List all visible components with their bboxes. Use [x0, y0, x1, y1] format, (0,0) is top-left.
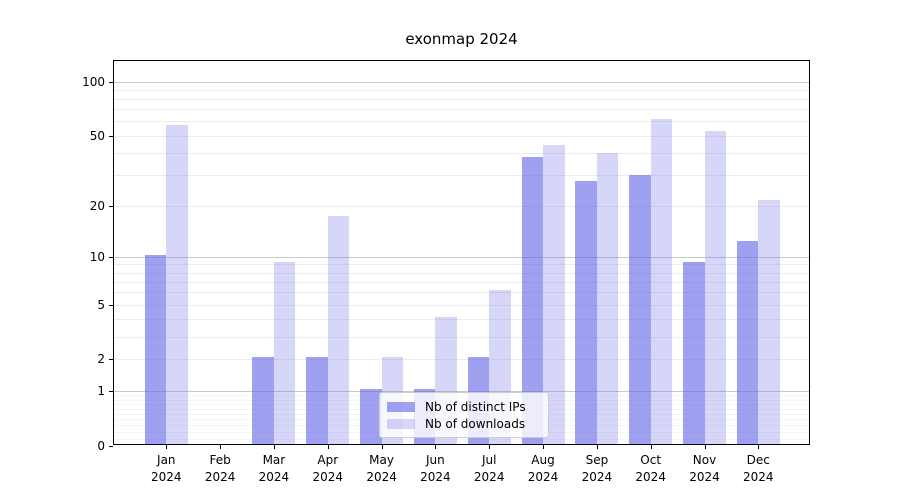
x-tick-mark	[381, 445, 383, 449]
bar-distinct-ips	[306, 357, 328, 444]
y-tick-mark	[109, 81, 113, 83]
gridline-minor	[114, 359, 809, 361]
gridline-minor	[114, 336, 809, 338]
bar-downloads	[758, 199, 780, 444]
x-tick-mark	[327, 445, 329, 449]
legend-swatch-downloads	[387, 418, 415, 429]
x-tick-label: Nov 2024	[689, 453, 720, 484]
y-tick-label: 20	[89, 198, 105, 213]
x-tick-mark	[704, 445, 706, 449]
y-tick-mark	[109, 304, 113, 306]
gridline-minor	[114, 89, 809, 91]
x-tick-mark	[489, 445, 491, 449]
plot-area: 100 50 20 10 5 2 1 0 Jan 2024 Feb 2024 Mar 2024 Apr 20…	[82, 60, 810, 484]
gridline-major	[114, 391, 809, 393]
bar-downloads	[596, 152, 619, 444]
gridline-minor	[114, 121, 809, 123]
legend-row-distinct-ips: Nb of distinct IPs	[387, 399, 540, 414]
legend-label-distinct-ips: Nb of distinct IPs	[425, 399, 526, 414]
x-tick-label: Mar 2024	[258, 453, 290, 484]
y-tick-mark	[109, 256, 113, 258]
gridline-minor	[114, 292, 809, 294]
gridline-minor	[114, 205, 809, 207]
x-tick-mark	[543, 445, 544, 449]
x-tick-label: Feb 2024	[204, 453, 236, 484]
y-tick-mark	[109, 205, 113, 207]
gridline-subminor	[114, 438, 809, 440]
legend-label-downloads: Nb of downloads	[425, 416, 526, 431]
chart-title: exonmap 2024	[405, 30, 518, 48]
gridline-major	[114, 256, 809, 258]
bar-distinct-ips	[683, 262, 705, 444]
y-tick-mark	[109, 391, 113, 393]
bar-downloads	[704, 130, 726, 444]
gridline-major	[114, 81, 809, 83]
bar-downloads	[166, 124, 188, 444]
gridline-minor	[114, 281, 809, 283]
y-tick-mark	[109, 359, 113, 361]
x-tick-label: Jan 2024	[151, 453, 182, 484]
bar-downloads	[327, 215, 350, 444]
gridline-minor	[114, 174, 809, 176]
x-tick-label: May 2024	[366, 453, 397, 484]
bar-downloads	[650, 119, 673, 444]
gridline-minor	[114, 264, 809, 266]
y-tick-label: 10	[89, 249, 105, 264]
y-tick-label: 5	[97, 297, 105, 312]
x-tick-mark	[220, 445, 222, 449]
bar-distinct-ips	[629, 175, 651, 444]
y-tick-label: 2	[97, 352, 105, 367]
gridline-minor	[114, 152, 809, 154]
x-tick-mark	[166, 445, 168, 449]
bar-distinct-ips	[575, 180, 597, 444]
x-tick-label: Jun 2024	[420, 453, 451, 484]
x-tick-label: Sep 2024	[581, 453, 613, 484]
legend-row-downloads: Nb of downloads	[387, 416, 540, 431]
gridline-minor	[114, 135, 809, 137]
y-tick-label: 100	[82, 74, 105, 89]
y-tick-label: 1	[97, 384, 105, 399]
x-tick-label: Jul 2024	[473, 453, 505, 484]
x-tick-mark	[273, 445, 275, 449]
x-tick-mark	[435, 445, 437, 449]
gridline-minor	[114, 109, 809, 111]
y-tick-mark	[109, 446, 113, 447]
x-tick-mark	[596, 445, 598, 449]
legend-swatch-distinct-ips	[387, 401, 415, 412]
legend: Nb of distinct IPs Nb of downloads	[379, 392, 549, 438]
x-tick-label: Apr 2024	[312, 453, 344, 484]
gridline-minor	[114, 304, 809, 306]
x-tick-label: Dec 2024	[743, 453, 774, 484]
gridline-minor	[114, 99, 809, 100]
gridline-minor	[114, 318, 809, 320]
gridline-minor	[114, 272, 809, 274]
x-tick-mark	[650, 445, 652, 449]
y-tick-mark	[109, 135, 113, 137]
y-tick-label: 0	[97, 439, 105, 453]
x-tick-label: Oct 2024	[635, 453, 666, 484]
bar-distinct-ips	[736, 241, 759, 444]
bar-distinct-ips	[521, 156, 543, 444]
bar-downloads	[543, 145, 565, 444]
bar-distinct-ips	[252, 357, 274, 444]
bar-downloads	[273, 262, 296, 444]
bar-distinct-ips	[360, 389, 382, 444]
bar-distinct-ips	[144, 254, 167, 444]
x-tick-mark	[758, 445, 760, 449]
y-tick-label: 50	[89, 128, 105, 143]
x-tick-label: Aug 2024	[527, 453, 559, 484]
